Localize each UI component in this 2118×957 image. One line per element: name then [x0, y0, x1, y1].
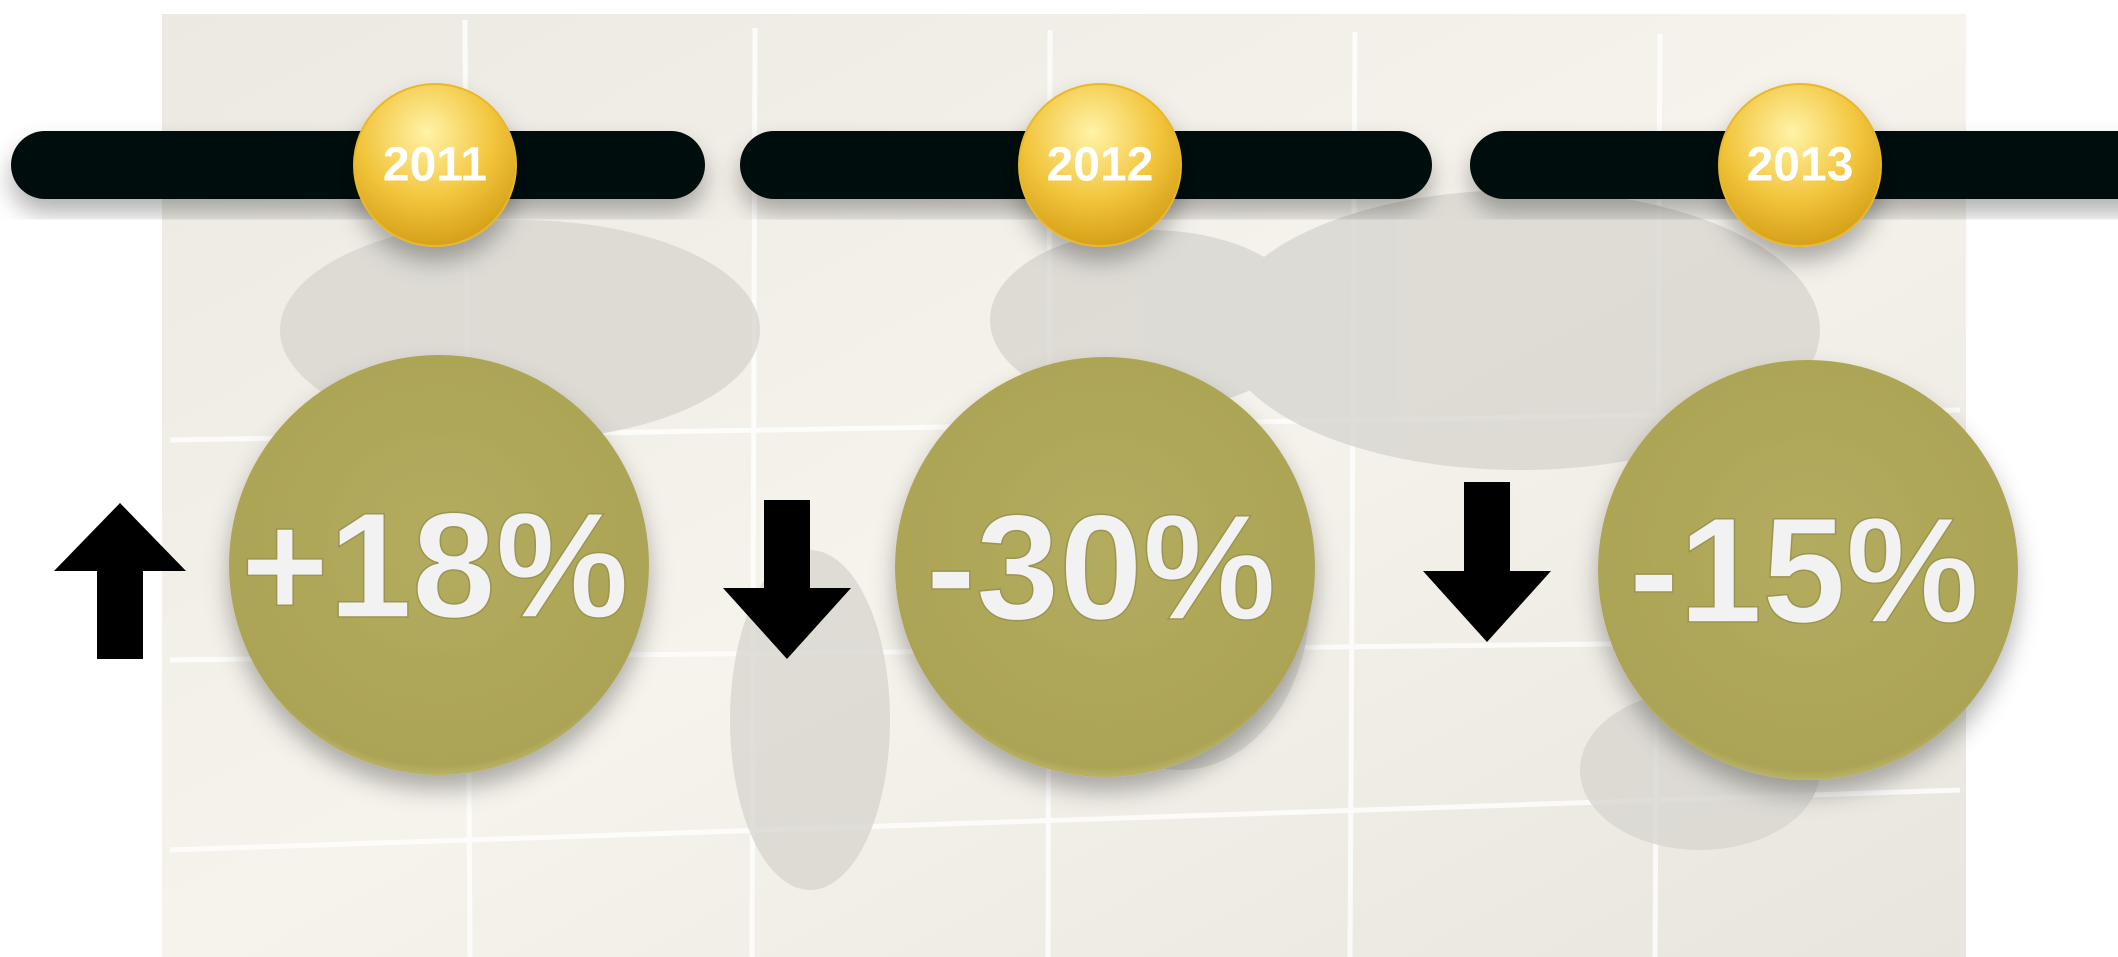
down-arrow	[1423, 482, 1551, 642]
change-label: -30%	[926, 483, 1276, 651]
change-label: -15%	[1629, 486, 1979, 654]
down-arrow	[723, 500, 851, 659]
items: 2011 +18% 2012 -30% 2013 -15%	[229, 83, 2018, 780]
change-circle	[895, 357, 1315, 777]
up-arrow	[54, 503, 186, 659]
change-circle	[229, 355, 649, 775]
year-badge	[1018, 83, 1182, 247]
change-circle	[1598, 360, 2018, 780]
change-label: +18%	[241, 481, 629, 649]
year-label: 2011	[383, 139, 487, 192]
year-badge	[1718, 83, 1882, 247]
year-badge	[353, 83, 517, 247]
year-label: 2013	[1747, 139, 1854, 192]
year-label: 2012	[1047, 139, 1154, 192]
